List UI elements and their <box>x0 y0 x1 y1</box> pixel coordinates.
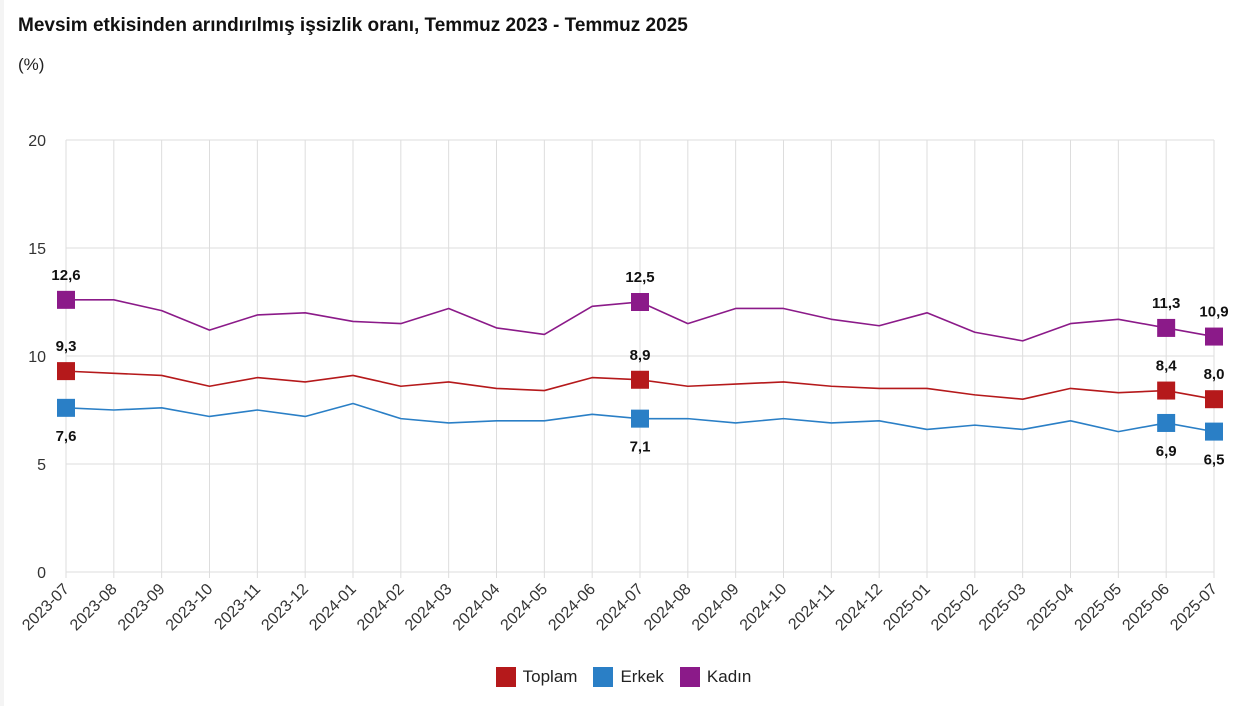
y-tick-label: 0 <box>37 565 46 582</box>
marker-toplam <box>1157 381 1176 400</box>
x-tick-label: 2025-03 <box>976 581 1030 635</box>
y-axis-ticks: 0 5 10 15 20 <box>28 133 46 582</box>
x-tick-label: 2023-10 <box>163 581 217 635</box>
legend-item-erkek[interactable]: Erkek <box>593 667 664 687</box>
x-tick-label: 2025-01 <box>880 581 934 635</box>
x-tick-label: 2023-12 <box>258 581 312 635</box>
x-tick-label: 2025-07 <box>1167 581 1221 635</box>
series-markers <box>57 290 1223 441</box>
marker-erkek <box>1205 422 1223 441</box>
x-tick-label: 2025-05 <box>1072 581 1126 635</box>
marker-erkek <box>631 409 649 428</box>
y-tick-label: 20 <box>28 133 46 150</box>
x-tick-label: 2024-07 <box>593 581 647 635</box>
data-label-toplam: 9,3 <box>56 338 77 355</box>
y-tick-label: 15 <box>28 241 46 258</box>
x-tick-label: 2024-02 <box>354 581 408 635</box>
chart-grid <box>65 139 1215 578</box>
y-tick-label: 5 <box>37 457 46 474</box>
x-tick-label: 2024-04 <box>450 581 504 635</box>
x-tick-label: 2024-01 <box>306 581 360 635</box>
data-label-erkek: 6,5 <box>1204 452 1225 469</box>
x-tick-label: 2024-09 <box>689 581 743 635</box>
x-tick-label: 2024-11 <box>785 581 838 634</box>
x-tick-label: 2024-03 <box>402 581 456 635</box>
marker-toplam <box>1205 390 1223 409</box>
chart-unit-label: (%) <box>18 55 45 74</box>
x-tick-label: 2023-08 <box>67 581 121 635</box>
data-labels: 9,3 8,9 8,4 8,0 7,6 7,1 6,9 6,5 12,6 12,5 11,3 10,9 <box>51 267 1228 469</box>
legend-swatch <box>679 667 700 687</box>
legend-swatch <box>593 667 614 687</box>
legend-item-toplam[interactable]: Toplam <box>495 667 578 687</box>
data-label-erkek: 7,1 <box>630 439 651 456</box>
left-edge-divider <box>0 0 4 706</box>
marker-toplam <box>631 370 649 389</box>
legend-item-kad-n[interactable]: Kadın <box>679 667 752 687</box>
x-tick-label: 2024-12 <box>832 581 886 635</box>
marker-kad-n <box>1157 318 1176 337</box>
data-label-kad-n: 12,5 <box>625 269 654 286</box>
legend-label: Toplam <box>522 667 578 686</box>
marker-kad-n <box>57 290 75 309</box>
x-tick-label: 2024-08 <box>641 581 695 635</box>
legend-swatch <box>495 667 516 687</box>
chart-legend: Toplam Erkek Kadın <box>0 667 1247 687</box>
marker-erkek <box>57 398 75 417</box>
x-tick-label: 2024-10 <box>737 581 791 635</box>
data-label-toplam: 8,4 <box>1156 358 1178 375</box>
x-tick-label: 2023-11 <box>211 581 264 634</box>
x-tick-label: 2023-07 <box>19 581 73 635</box>
legend-label: Kadın <box>706 667 752 686</box>
data-label-toplam: 8,9 <box>630 347 651 364</box>
marker-erkek <box>1157 413 1176 432</box>
marker-kad-n <box>631 293 649 311</box>
marker-kad-n <box>1205 327 1223 346</box>
data-label-kad-n: 12,6 <box>51 267 80 284</box>
data-label-kad-n: 11,3 <box>1152 295 1180 312</box>
x-tick-label: 2025-04 <box>1024 581 1078 635</box>
data-label-erkek: 6,9 <box>1156 443 1177 460</box>
x-tick-label: 2025-02 <box>928 581 982 635</box>
data-label-toplam: 8,0 <box>1204 366 1225 383</box>
x-tick-label: 2024-06 <box>545 581 599 635</box>
data-label-kad-n: 10,9 <box>1199 304 1228 321</box>
x-tick-label: 2023-09 <box>115 581 169 635</box>
x-tick-label: 2025-06 <box>1119 581 1173 635</box>
x-axis-ticks: 2023-072023-082023-092023-102023-112023-… <box>19 581 1221 635</box>
chart-title: Mevsim etkisinden arındırılmış işsizlik … <box>18 15 688 36</box>
y-tick-label: 10 <box>28 349 46 366</box>
x-tick-label: 2024-05 <box>498 581 552 635</box>
data-label-erkek: 7,6 <box>56 428 77 445</box>
legend-label: Erkek <box>620 667 664 686</box>
marker-toplam <box>57 362 75 381</box>
